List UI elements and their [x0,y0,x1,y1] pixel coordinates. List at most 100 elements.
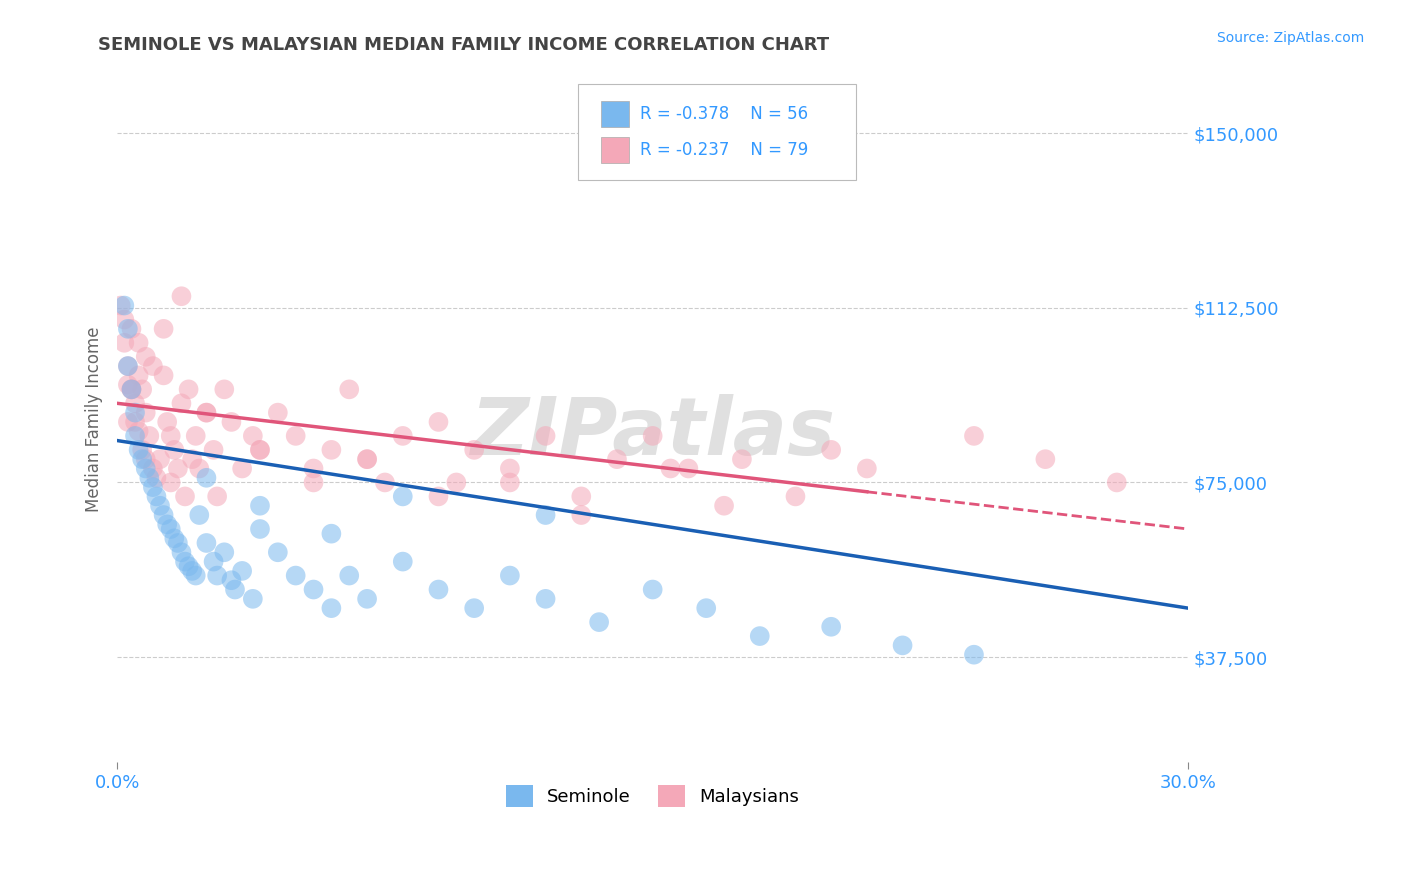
Point [174,490,197,504]
Point [131,452,153,467]
Point [163,531,186,545]
Point [117,359,139,373]
Point [135,452,157,467]
Point [221,573,243,587]
Point [231,564,253,578]
Point [214,545,236,559]
Point [195,406,218,420]
Point [356,591,378,606]
Point [302,461,325,475]
Point [205,568,228,582]
Point [152,508,174,522]
Point [221,415,243,429]
Point [249,442,271,457]
Text: SEMINOLE VS MALAYSIAN MEDIAN FAMILY INCOME CORRELATION CHART: SEMINOLE VS MALAYSIAN MEDIAN FAMILY INCO… [98,36,830,54]
Point [121,382,143,396]
Point [499,461,522,475]
Point [963,648,986,662]
Point [214,382,236,396]
Point [249,499,271,513]
Point [159,522,181,536]
Point [124,429,146,443]
Point [167,536,190,550]
Point [427,490,450,504]
Point [963,429,986,443]
Point [569,508,592,522]
Point [534,591,557,606]
Point [891,639,914,653]
Point [1035,452,1057,467]
Point [534,508,557,522]
Point [463,442,485,457]
Point [391,429,413,443]
Point [321,601,343,615]
Point [112,335,135,350]
Point [135,461,157,475]
Point [534,429,557,443]
Point [142,461,165,475]
Point [124,396,146,410]
Point [174,555,197,569]
Point [117,377,139,392]
Point [177,559,200,574]
Point [128,335,150,350]
Bar [602,137,628,163]
Point [785,490,807,504]
Point [249,522,271,536]
Point [128,368,150,383]
Point [188,461,211,475]
Y-axis label: Median Family Income: Median Family Income [86,326,103,512]
Point [138,471,160,485]
Point [121,322,143,336]
Point [142,359,165,373]
Point [302,475,325,490]
Point [145,471,167,485]
Point [149,499,172,513]
Point [124,406,146,420]
Point [156,517,179,532]
Point [446,475,468,490]
Point [195,471,218,485]
Point [284,429,307,443]
Point [131,442,153,457]
Point [156,415,179,429]
Point [463,601,485,615]
Bar [602,101,628,127]
Point [267,545,290,559]
Point [856,461,879,475]
Point [110,299,132,313]
Point [321,442,343,457]
Point [117,415,139,429]
Point [641,582,664,597]
Point [159,475,181,490]
Point [820,442,842,457]
Point [202,442,225,457]
Point [374,475,396,490]
Point [142,480,165,494]
Point [163,442,186,457]
Text: R = -0.378    N = 56: R = -0.378 N = 56 [640,104,808,123]
Point [678,461,700,475]
Point [249,442,271,457]
Point [284,568,307,582]
Point [391,555,413,569]
Point [131,382,153,396]
Point [224,582,246,597]
Point [337,568,360,582]
Point [231,461,253,475]
Point [170,289,193,303]
Point [242,591,264,606]
Point [356,452,378,467]
Point [181,452,204,467]
Point [188,508,211,522]
Point [145,490,167,504]
Point [302,582,325,597]
Point [606,452,628,467]
Point [427,582,450,597]
Point [569,490,592,504]
Point [170,396,193,410]
Point [1105,475,1128,490]
Point [138,429,160,443]
Point [112,299,135,313]
Text: ZIPatlas: ZIPatlas [470,394,835,472]
